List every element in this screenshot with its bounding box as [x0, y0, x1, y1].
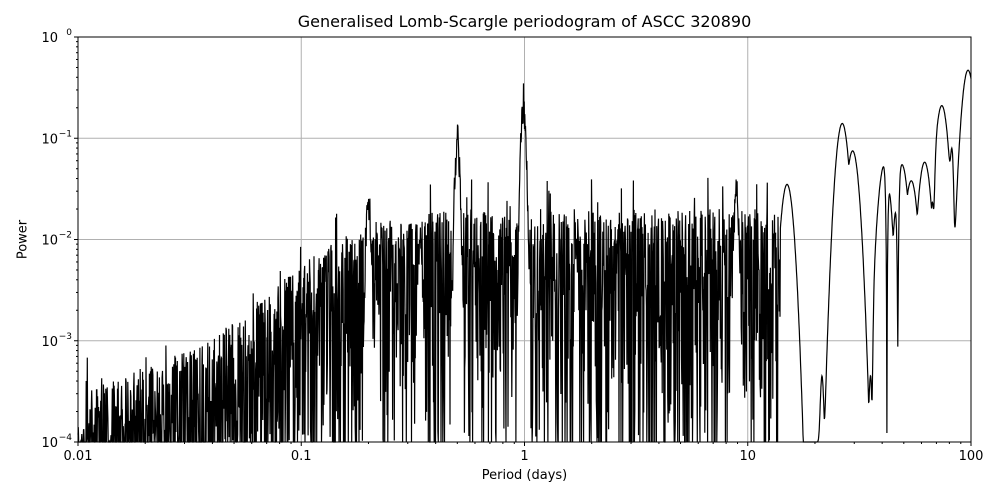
periodogram-line — [77, 69, 972, 443]
y-tick-label: 10 — [41, 234, 58, 249]
x-axis-label: Period (days) — [481, 468, 568, 483]
y-tick-label: 10 — [41, 436, 58, 451]
x-tick-label: 0.01 — [64, 449, 93, 464]
x-tick-label: 0.1 — [291, 449, 312, 464]
svg-text:−3: −3 — [59, 332, 72, 342]
x-tick-label: 100 — [959, 449, 984, 464]
svg-text:−2: −2 — [59, 231, 72, 241]
svg-text:0: 0 — [66, 28, 72, 38]
svg-text:−4: −4 — [59, 433, 73, 443]
y-tick-label: 10 — [41, 132, 58, 147]
y-tick-label: 10 — [41, 335, 58, 350]
x-tick-label: 10 — [739, 449, 756, 464]
x-tick-label: 1 — [520, 449, 528, 464]
svg-text:−1: −1 — [59, 129, 72, 139]
chart-title: Generalised Lomb-Scargle periodogram of … — [297, 12, 752, 31]
y-tick-label: 10 — [41, 31, 58, 46]
y-axis-label: Power — [15, 219, 31, 260]
